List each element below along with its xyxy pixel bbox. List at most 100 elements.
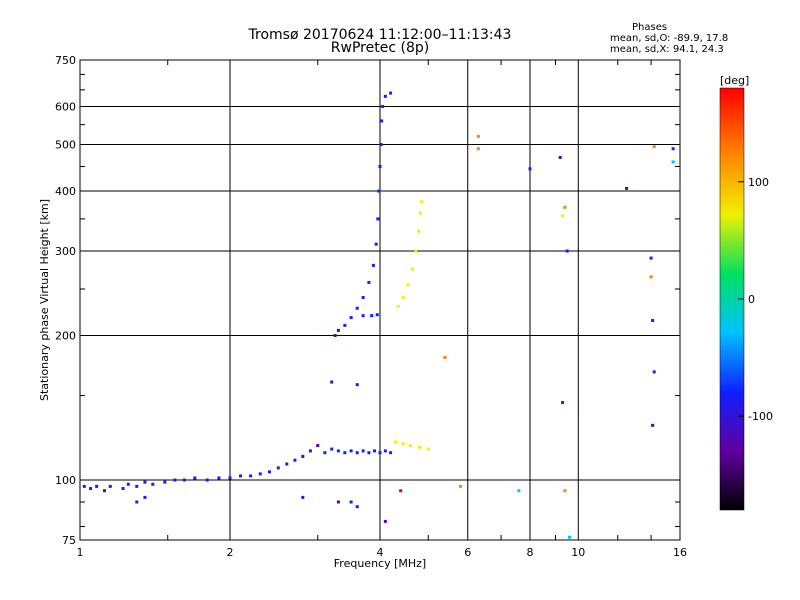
data-point xyxy=(163,480,167,484)
data-point xyxy=(417,445,421,449)
data-point xyxy=(316,444,320,448)
x-axis-label: Frequency [MHz] xyxy=(334,557,426,570)
data-point xyxy=(376,217,380,221)
colorbar-label: [deg] xyxy=(720,74,749,87)
data-point xyxy=(371,263,375,267)
y-tick-label: 100 xyxy=(55,474,76,487)
data-point xyxy=(649,256,653,260)
data-point xyxy=(408,444,412,448)
data-point xyxy=(361,296,365,300)
data-point xyxy=(355,306,359,310)
data-point xyxy=(379,143,383,147)
data-point xyxy=(671,160,675,164)
data-point xyxy=(308,449,312,453)
data-point xyxy=(135,500,139,504)
data-point xyxy=(565,249,569,253)
x-tick-label: 4 xyxy=(377,546,384,559)
data-point xyxy=(394,440,398,444)
data-point xyxy=(151,482,155,486)
data-point xyxy=(370,314,374,318)
data-point xyxy=(378,164,382,168)
data-point xyxy=(258,472,262,476)
data-point xyxy=(217,476,221,480)
data-point xyxy=(558,155,562,159)
data-point xyxy=(426,447,430,451)
data-point xyxy=(355,383,359,387)
y-tick-label: 600 xyxy=(55,101,76,114)
data-point xyxy=(349,316,353,320)
data-point xyxy=(411,267,415,271)
data-point xyxy=(401,296,405,300)
data-point xyxy=(267,470,271,474)
data-point xyxy=(330,447,334,451)
y-tick-label: 400 xyxy=(55,185,76,198)
data-point xyxy=(418,211,422,215)
data-point xyxy=(396,304,400,308)
data-point xyxy=(561,214,565,218)
data-point xyxy=(143,480,147,484)
data-point xyxy=(143,495,147,499)
y-axis-ticks: 75 100 200 300 400 500 600 750 xyxy=(55,54,680,547)
data-point xyxy=(355,505,359,509)
y-axis-label: Stationary phase Virtual Height [km] xyxy=(38,199,51,401)
data-point xyxy=(367,280,371,284)
stats-heading: Phases xyxy=(632,22,668,33)
data-point xyxy=(517,489,521,493)
x-tick-label: 6 xyxy=(464,546,471,559)
data-point xyxy=(285,462,289,466)
data-point xyxy=(108,484,112,488)
data-point xyxy=(420,200,424,204)
data-point xyxy=(651,318,655,322)
data-point xyxy=(355,451,359,455)
data-point xyxy=(103,489,107,493)
x-tick-label: 8 xyxy=(527,546,534,559)
data-point xyxy=(567,535,571,539)
data-point xyxy=(399,489,403,493)
data-point xyxy=(373,449,377,453)
data-point xyxy=(361,449,365,453)
data-point xyxy=(625,186,629,190)
y-tick-label: 200 xyxy=(55,330,76,343)
data-point xyxy=(377,189,381,193)
data-point xyxy=(383,94,387,98)
data-point xyxy=(135,484,139,488)
data-point xyxy=(383,449,387,453)
data-point xyxy=(182,478,186,482)
data-point xyxy=(249,474,253,478)
data-point xyxy=(458,484,462,488)
data-point xyxy=(443,355,447,359)
stats-o-mode: mean, sd,O: -89.9, 17.8 xyxy=(610,33,729,44)
data-point xyxy=(276,466,280,470)
data-point xyxy=(293,458,297,462)
data-point xyxy=(126,482,130,486)
data-point xyxy=(649,275,653,279)
data-point xyxy=(239,474,243,478)
data-point xyxy=(361,314,365,318)
data-point xyxy=(89,487,93,491)
y-tick-label: 300 xyxy=(55,245,76,258)
data-point xyxy=(651,423,655,427)
colorbar-tick-label: 100 xyxy=(748,176,769,189)
data-point xyxy=(383,519,387,523)
data-point xyxy=(343,323,347,327)
data-point xyxy=(652,370,656,374)
y-tick-label: 75 xyxy=(62,534,76,547)
data-point xyxy=(380,119,384,123)
data-point xyxy=(375,313,379,317)
data-point xyxy=(652,145,656,149)
data-point xyxy=(343,451,347,455)
data-point xyxy=(323,451,327,455)
data-point xyxy=(401,442,405,446)
data-point xyxy=(476,147,480,151)
chart-title-line1: Tromsø 20170624 11:12:00–11:13:43 xyxy=(248,27,512,43)
x-tick-label: 1 xyxy=(77,546,84,559)
data-point xyxy=(389,451,393,455)
data-point xyxy=(333,334,337,338)
colorbar-ticks: 100 0 -100 xyxy=(738,176,773,423)
data-point xyxy=(374,242,378,246)
data-point xyxy=(476,134,480,138)
data-point xyxy=(228,476,232,480)
data-point xyxy=(301,495,305,499)
y-tick-label: 750 xyxy=(55,54,76,67)
